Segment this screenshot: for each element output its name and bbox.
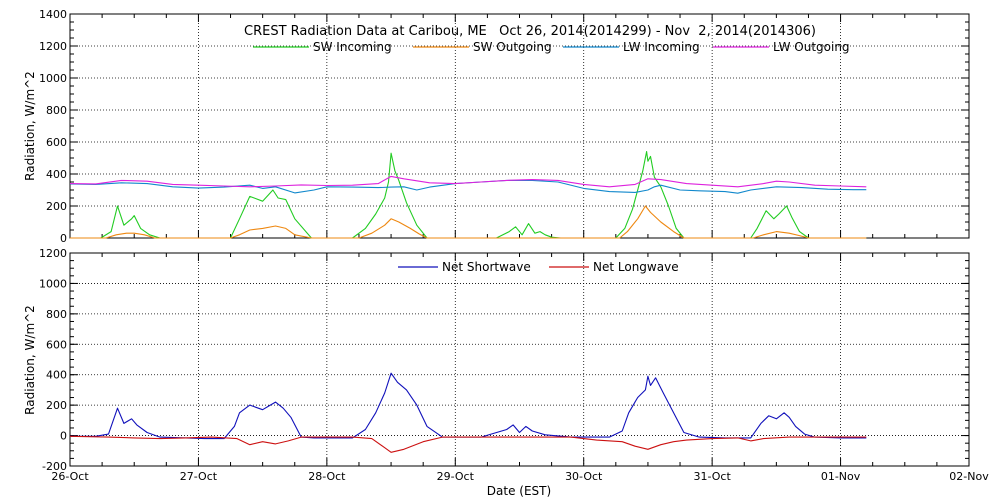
- figure-title: CREST Radiation Data at Caribou, ME Oct …: [244, 24, 816, 39]
- top-ytick-label: 0: [60, 232, 67, 245]
- bottom-series-lines: [69, 372, 867, 453]
- top-ytick-label: 1200: [39, 40, 67, 53]
- x-tick-label: 26-Oct: [51, 470, 89, 483]
- x-tick-label: 27-Oct: [180, 470, 218, 483]
- top-ytick-label: 800: [46, 104, 67, 117]
- top-panel: 0 200 400 600 800 1000 1200 1400 CREST Radiatio…: [23, 8, 970, 245]
- bottom-legend-label: Net Longwave: [593, 260, 679, 274]
- top-ytick-label: 1000: [39, 72, 67, 85]
- top-y-axis-title: Radiation, W/m^2: [23, 71, 37, 181]
- x-tick-label: 30-Oct: [565, 470, 603, 483]
- top-legend: SW Incoming SW Outgoing LW Incoming LW Outg…: [253, 40, 850, 54]
- top-legend-label: LW Outgoing: [773, 40, 850, 54]
- bottom-ytick-label: 600: [46, 338, 67, 351]
- bottom-ytick-label: -200: [42, 460, 67, 473]
- x-axis-title: Date (EST): [487, 484, 551, 498]
- top-ytick-label: 400: [46, 168, 67, 181]
- bottom-y-axis-title: Radiation, W/m^2: [23, 305, 37, 415]
- x-tick-label: 29-Oct: [437, 470, 475, 483]
- bottom-ytick-label: 400: [46, 369, 67, 382]
- bottom-ytick-label: 1000: [39, 277, 67, 290]
- top-ytick-label: 1400: [39, 8, 67, 21]
- top-series-lines: [69, 151, 867, 239]
- x-tick-label: 01-Nov: [821, 470, 861, 483]
- bottom-ytick-label: 200: [46, 399, 67, 412]
- top-axis-ticks: 0 200 400 600 800 1000 1200 1400: [39, 8, 970, 245]
- top-gridlines: [70, 14, 969, 238]
- x-tick-label: 31-Oct: [693, 470, 731, 483]
- bottom-legend: Net Shortwave Net Longwave: [398, 260, 679, 274]
- top-series-line-lw-outgoing: [69, 175, 867, 188]
- top-legend-label: LW Incoming: [623, 40, 700, 54]
- x-tick-label: 02-Nov: [949, 470, 989, 483]
- bottom-legend-label: Net Shortwave: [442, 260, 531, 274]
- top-series-line-sw-outgoing: [70, 205, 867, 239]
- x-tick-labels: 26-Oct 27-Oct 28-Oct 29-Oct 30-Oct 31-Oct 01-N…: [51, 470, 989, 483]
- x-tick-label: 28-Oct: [308, 470, 346, 483]
- top-ytick-label: 200: [46, 200, 67, 213]
- top-ytick-label: 600: [46, 136, 67, 149]
- bottom-series-line-net-longwave: [69, 435, 867, 453]
- top-series-line-sw-incoming: [70, 151, 867, 239]
- bottom-ytick-label: 0: [60, 430, 67, 443]
- bottom-ytick-label: 800: [46, 308, 67, 321]
- bottom-gridlines: [70, 253, 969, 466]
- top-legend-label: SW Incoming: [313, 40, 392, 54]
- top-legend-label: SW Outgoing: [473, 40, 552, 54]
- bottom-ytick-label: 1200: [39, 247, 67, 260]
- bottom-axis-ticks: -200 0 200 400 600 800 1000 1200: [39, 247, 970, 473]
